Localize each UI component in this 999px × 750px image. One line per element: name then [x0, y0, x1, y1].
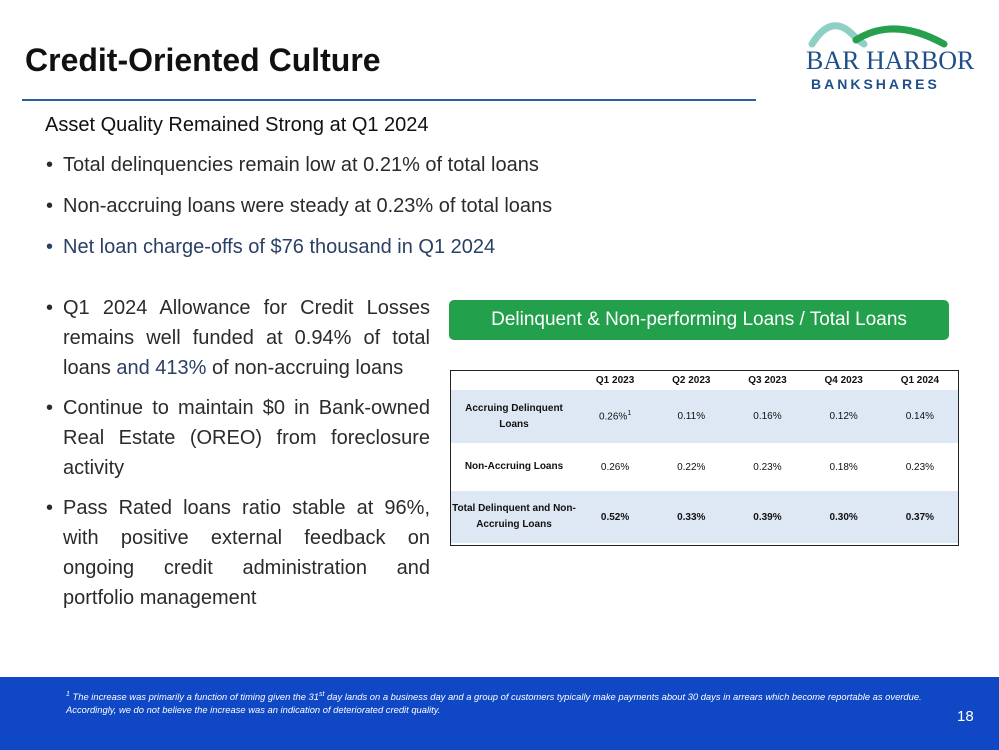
- table-cell: 0.18%: [805, 443, 882, 491]
- table-cell: 0.37%: [881, 491, 958, 543]
- bullet-oreo: Continue to maintain $0 in Bank-owned Re…: [46, 393, 430, 483]
- table-row: Accruing Delinquent Loans 0.26%1 0.11% 0…: [451, 390, 958, 443]
- table-cell: 0.16%: [729, 390, 806, 443]
- row-label: Accruing Delinquent Loans: [451, 390, 577, 443]
- page-number: 18: [957, 708, 974, 725]
- bullet-allowance: Q1 2024 Allowance for Credit Losses rema…: [46, 293, 430, 383]
- title-divider: [22, 99, 756, 101]
- bullet-charge-offs: Net loan charge-offs of $76 thousand in …: [46, 232, 686, 273]
- bullet-allowance-highlight: and 413%: [110, 357, 207, 379]
- detail-bullets: Q1 2024 Allowance for Credit Losses rema…: [46, 293, 430, 623]
- column-header: Q4 2023: [824, 375, 863, 386]
- footnote-text-cont: day lands on a business day and a group …: [66, 691, 922, 716]
- loans-table: Q1 2023 Q2 2023 Q3 2023 Q4 2023 Q1 2024 …: [450, 370, 959, 546]
- column-header: Q1 2024: [900, 375, 940, 386]
- column-header: Q1 2023: [595, 375, 635, 386]
- table-row: Total Delinquent and Non-Accruing Loans …: [451, 491, 958, 543]
- bullet-allowance-tail: of non-accruing loans: [206, 357, 404, 379]
- table-header-row: Q1 2023 Q2 2023 Q3 2023 Q4 2023 Q1 2024: [451, 371, 958, 390]
- table-cell: 0.33%: [653, 491, 730, 543]
- bullet-non-accruing: Non-accruing loans were steady at 0.23% …: [46, 191, 686, 232]
- column-header: Q3 2023: [748, 375, 787, 386]
- table-cell: 0.39%: [729, 491, 806, 543]
- section-subheading: Asset Quality Remained Strong at Q1 2024: [45, 114, 429, 136]
- table-cell: 0.23%: [729, 443, 806, 491]
- row-label: Total Delinquent and Non-Accruing Loans: [451, 491, 577, 543]
- cell-value: 0.26%: [598, 411, 628, 423]
- footnote-ref: 1: [627, 410, 632, 418]
- table-cell: 0.12%: [805, 390, 882, 443]
- table-cell: 0.23%: [881, 443, 958, 491]
- table-cell: 0.22%: [653, 443, 730, 491]
- footnote-text: The increase was primarily a function of…: [69, 691, 320, 703]
- table-cell: 0.26%1: [577, 390, 654, 443]
- summary-bullets: Total delinquencies remain low at 0.21% …: [46, 150, 686, 273]
- page-title: Credit-Oriented Culture: [25, 42, 381, 78]
- table-cell: 0.14%: [881, 390, 958, 443]
- column-header: Q2 2023: [672, 375, 711, 386]
- table-title-banner: Delinquent & Non-performing Loans / Tota…: [449, 300, 949, 340]
- footnote: 1 The increase was primarily a function …: [66, 688, 946, 716]
- table-cell: 0.52%: [577, 491, 654, 543]
- footnote-marker: 1: [66, 691, 70, 698]
- header-blank: [451, 371, 577, 390]
- bullet-delinquencies: Total delinquencies remain low at 0.21% …: [46, 150, 686, 191]
- table-cell: 0.30%: [805, 491, 882, 543]
- bullet-pass-rated: Pass Rated loans ratio stable at 96%, wi…: [46, 493, 430, 613]
- footnote-ordinal: st: [319, 691, 325, 698]
- table-cell: 0.26%: [577, 443, 654, 491]
- company-logo: BAR HARBOR BANKSHARES: [798, 14, 974, 110]
- footer-bar: 1 The increase was primarily a function …: [0, 677, 999, 750]
- row-label: Non-Accruing Loans: [451, 443, 577, 491]
- mountain-logo-icon: [808, 22, 948, 48]
- bullet-allowance-text: Q1 2024 Allowance for Credit Losses rema…: [63, 297, 430, 379]
- table-cell: 0.11%: [653, 390, 730, 443]
- logo-subtext: BANKSHARES: [811, 76, 940, 92]
- logo-wordmark: BAR HARBOR: [806, 46, 975, 75]
- table-row: Non-Accruing Loans 0.26% 0.22% 0.23% 0.1…: [451, 443, 958, 491]
